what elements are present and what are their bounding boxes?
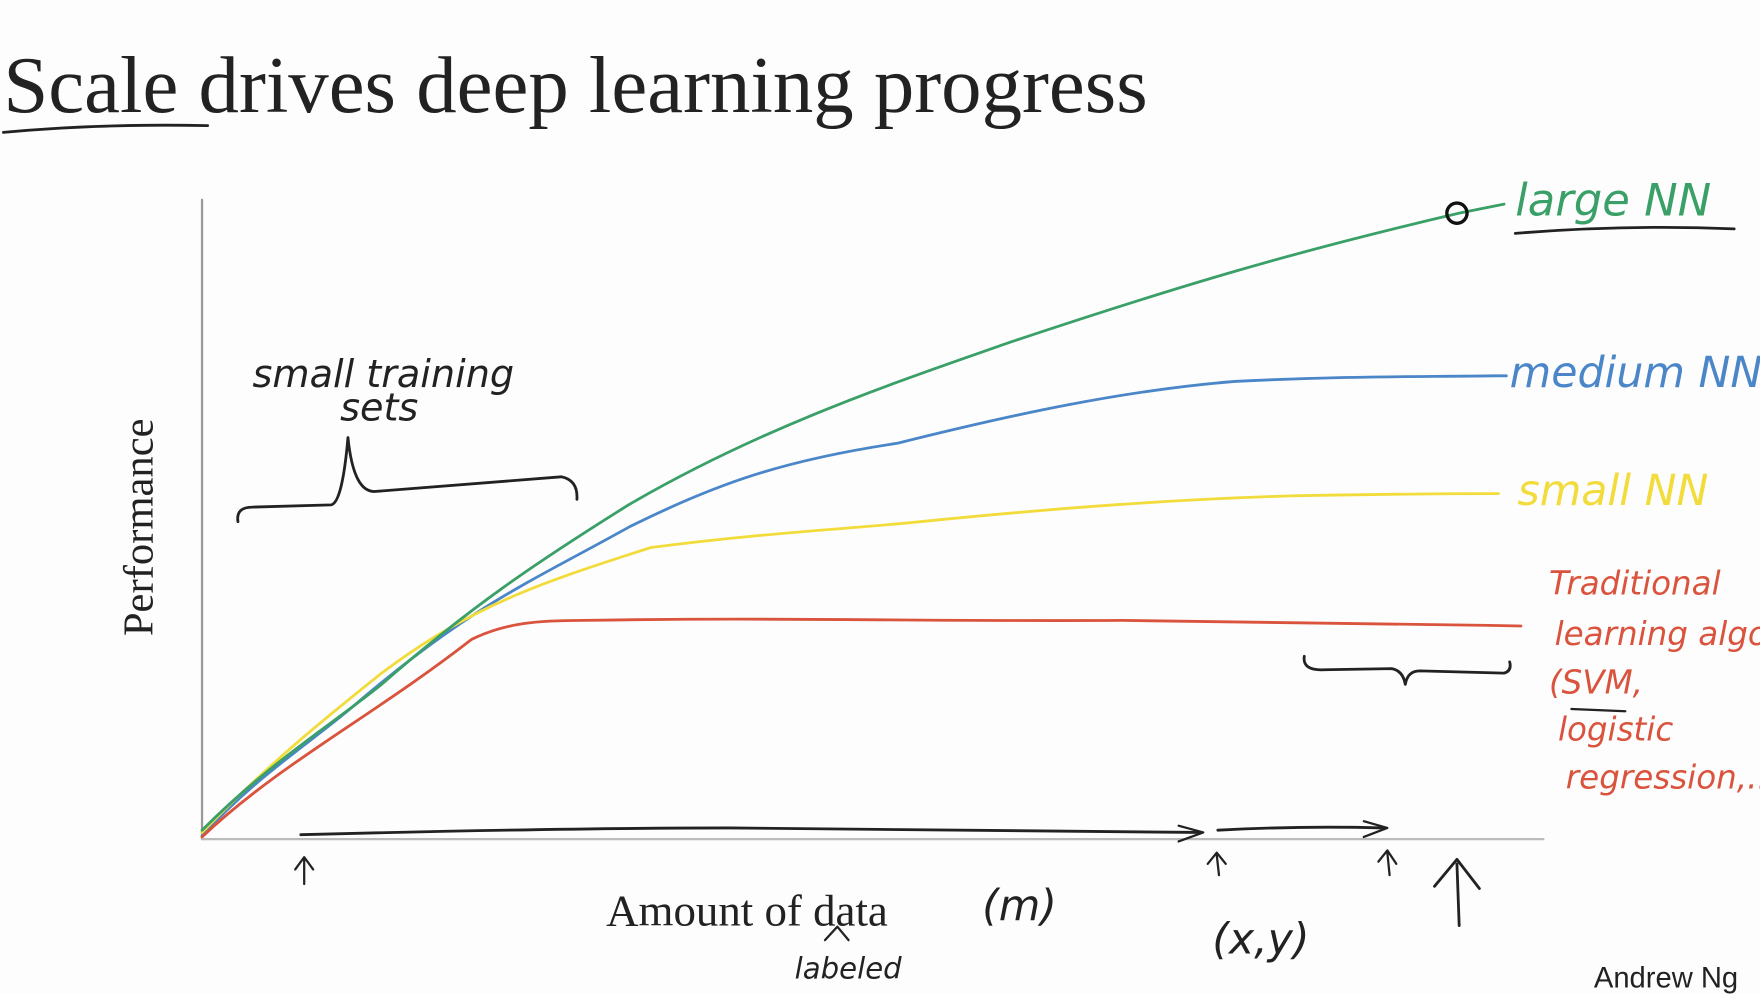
range-arrow: [1177, 824, 1205, 843]
pair-label: (x,y): [1212, 915, 1309, 965]
svm-underline: [1570, 707, 1627, 713]
large-curve: [200, 202, 1506, 832]
right-brace: [1302, 654, 1512, 686]
y-axis-label: Performance: [116, 418, 163, 636]
author: Andrew Ng: [1594, 962, 1738, 994]
title-underline: [1, 123, 210, 134]
x-axis-label: Amount of data: [606, 886, 888, 936]
x-unit: (m): [982, 881, 1057, 931]
small-curve: [200, 492, 1500, 834]
big-arrow: [1433, 857, 1481, 927]
small-label: small NN: [1518, 466, 1709, 516]
tick-arrow: [294, 856, 315, 886]
traditional-line: Traditional: [1549, 565, 1721, 603]
traditional-line: logistic: [1558, 710, 1673, 748]
small-sets-label: sets: [340, 386, 418, 430]
range-line: [1216, 825, 1385, 832]
left-brace: [236, 436, 579, 524]
tick-arrow: [1377, 849, 1398, 877]
traditional-label: Traditional learning algo (SVM, logistic…: [1549, 565, 1760, 797]
title: Scale drives deep learning progress: [3, 41, 1147, 130]
range-line: [299, 826, 1201, 837]
caret: [823, 925, 850, 942]
medium-label: medium NN: [1510, 348, 1760, 398]
traditional-line: learning algo: [1555, 615, 1760, 653]
traditional-curve: [200, 617, 1523, 839]
traditional-line: regression,...): [1566, 759, 1760, 797]
large-label: large NN: [1515, 173, 1711, 226]
large-underline: [1513, 225, 1736, 235]
traditional-line: (SVM,: [1549, 663, 1643, 701]
range-arrow: [1362, 820, 1389, 839]
x-note: labeled: [795, 951, 902, 985]
small-sets-label: small training: [253, 352, 515, 396]
tick-arrow: [1206, 851, 1227, 877]
large-point: [1445, 201, 1469, 225]
